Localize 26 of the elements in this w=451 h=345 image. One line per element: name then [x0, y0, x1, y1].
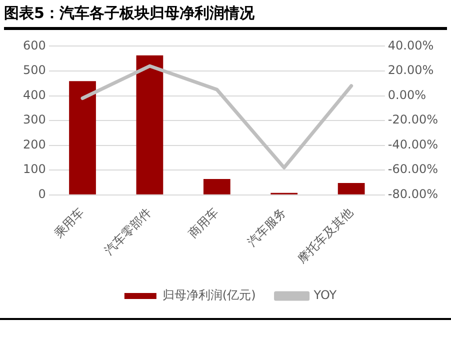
y2-tick-label: -20.00% [388, 112, 438, 127]
bar [338, 183, 365, 194]
y-tick-label: 600 [23, 38, 46, 52]
y2-tick-label: -60.00% [388, 162, 438, 176]
y-tick-label: 200 [23, 137, 46, 152]
bar [69, 81, 96, 194]
bar [136, 55, 164, 194]
y-tick-label: 400 [23, 88, 46, 102]
chart-title: 图表5：汽车各子板块归母净利润情况 [4, 4, 447, 30]
y2-tick-label: -40.00% [388, 137, 438, 152]
y-tick-label: 100 [23, 162, 46, 176]
y-tick-label: 300 [23, 112, 46, 127]
x-tick-label: 摩托车及其他 [294, 205, 356, 266]
legend-label: YOY [312, 288, 338, 302]
legend-label: 归母净利润(亿元) [162, 288, 256, 302]
x-tick-label: 商用车 [186, 205, 222, 241]
y2-tick-label: 0.00% [388, 88, 426, 102]
x-tick-label: 乘用车 [51, 205, 87, 241]
x-tick-label: 汽车零部件 [102, 205, 154, 258]
y-tick-label: 0 [38, 187, 46, 202]
y-tick-label: 500 [23, 63, 46, 78]
bar [203, 179, 230, 194]
x-tick-label: 汽车服务 [244, 205, 288, 250]
y2-tick-label: 20.00% [388, 63, 434, 78]
y2-tick-label: -80.00% [388, 187, 438, 202]
y2-tick-label: 40.00% [388, 38, 434, 52]
